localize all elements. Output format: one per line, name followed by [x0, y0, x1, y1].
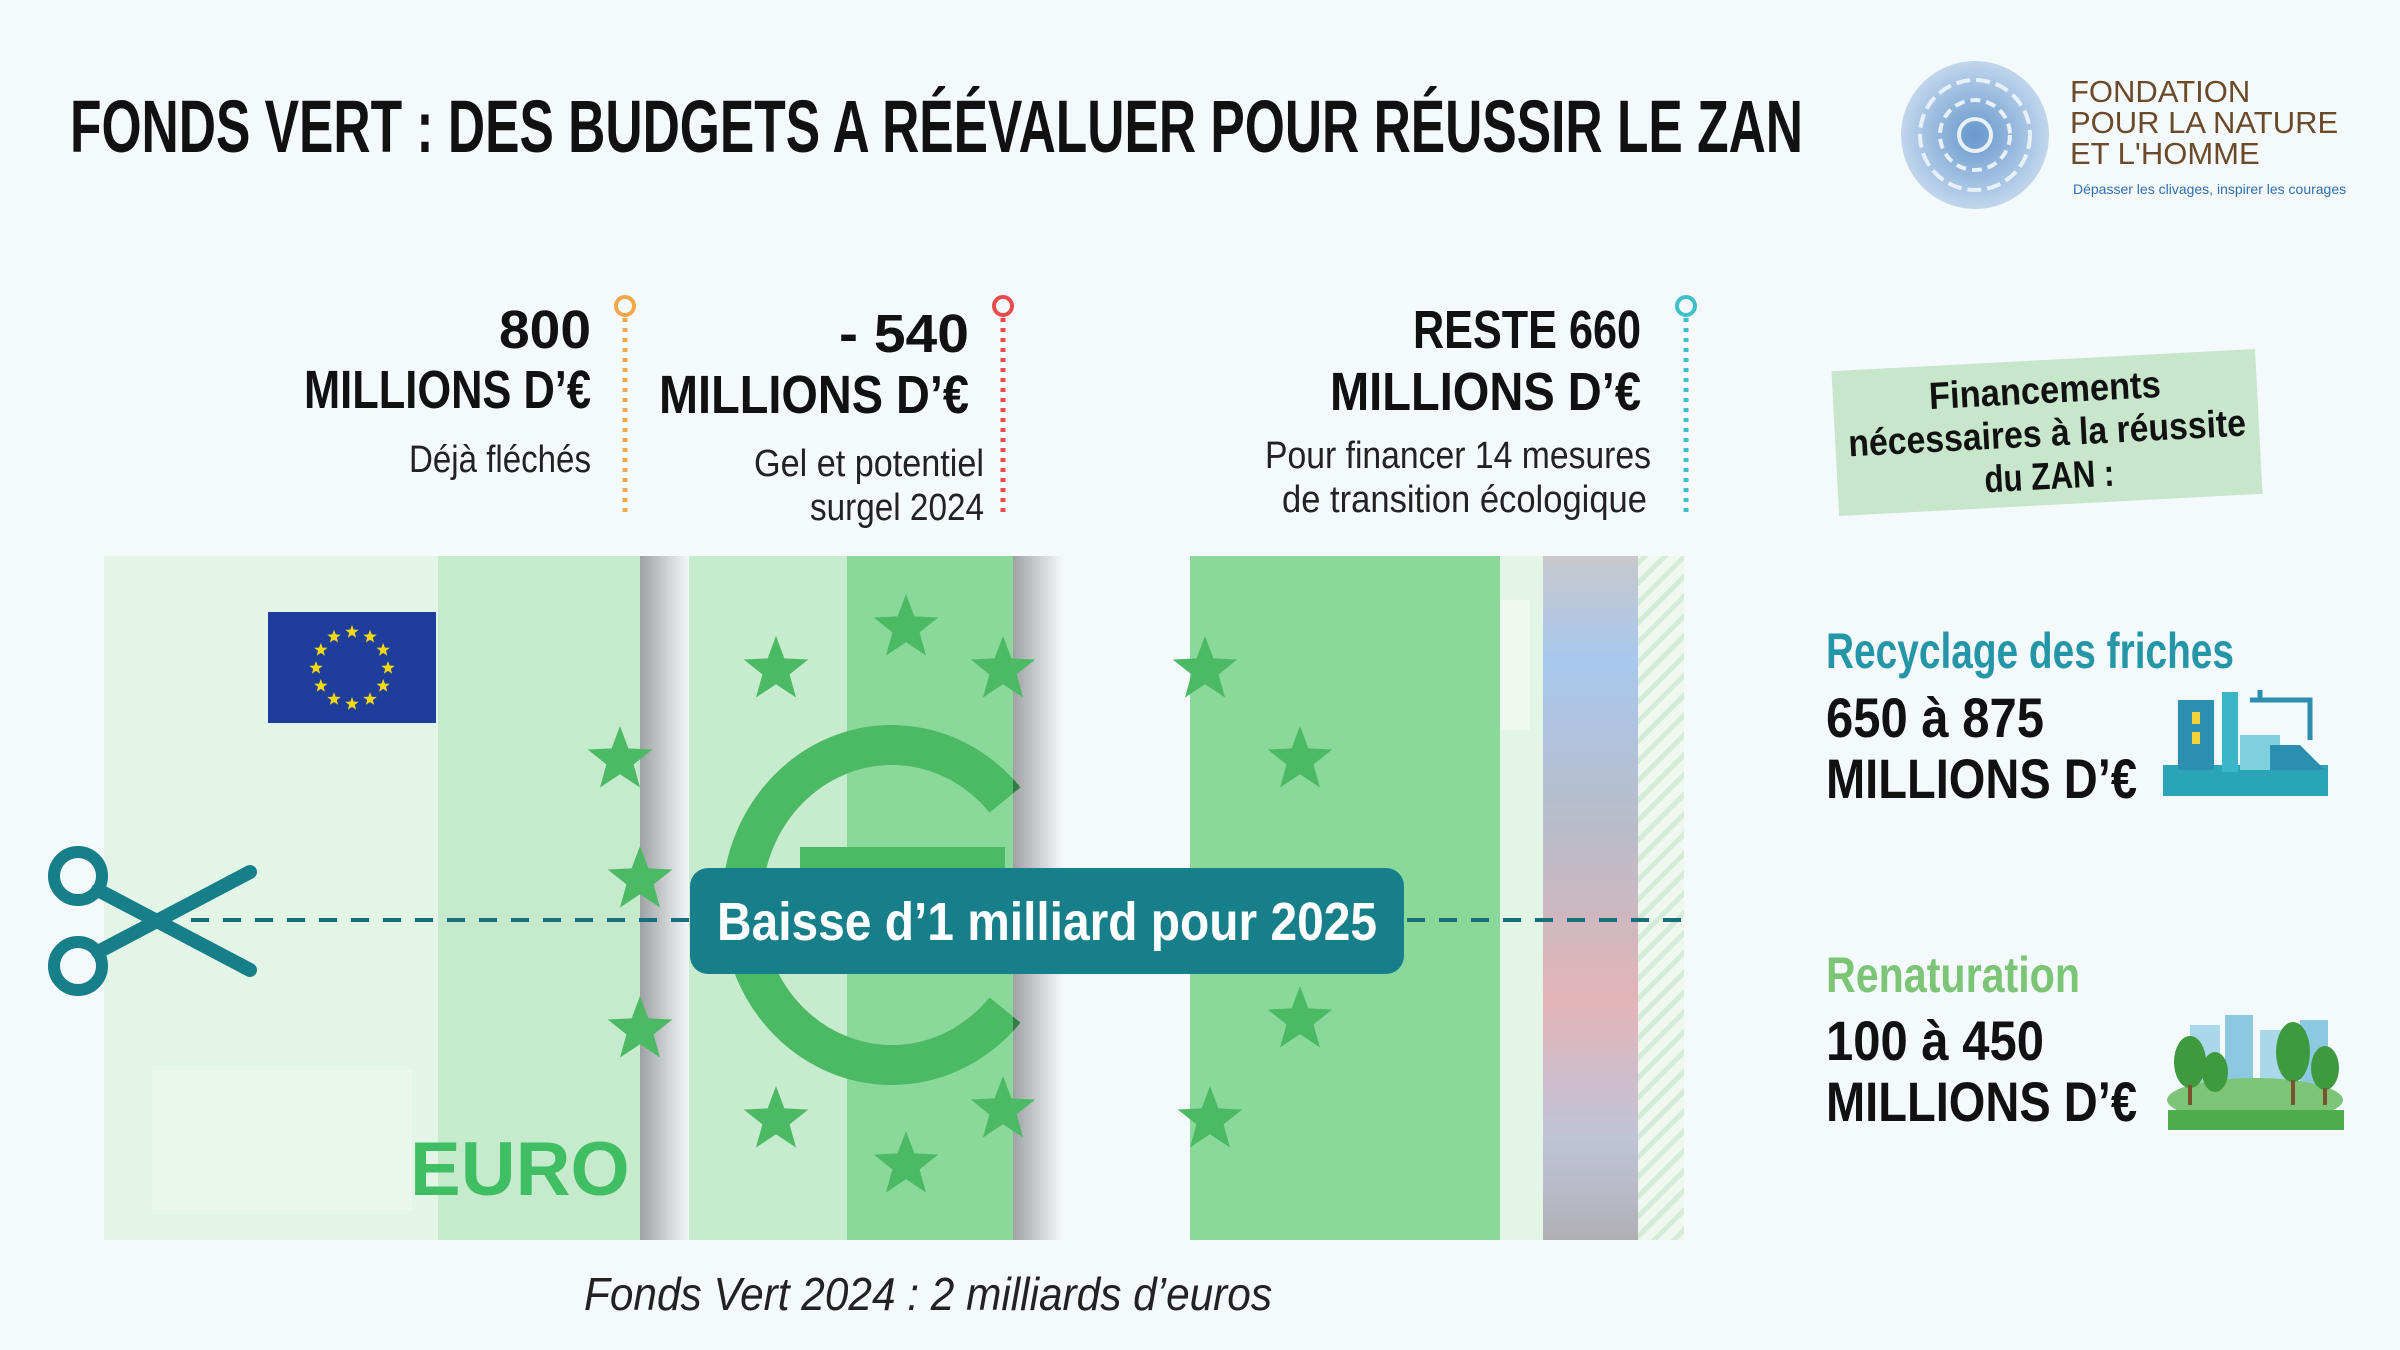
star [363, 692, 377, 705]
star [327, 629, 341, 643]
item-amount: 650 à 875 [1826, 686, 2044, 749]
star [345, 697, 359, 710]
sidebar: Financements nécessaires à la réussite d… [1826, 349, 2344, 1133]
nature-icon [2167, 1015, 2344, 1130]
segment-labels: 800 MILLIONS D’€ Déjà fléchés - 540 MILL… [304, 295, 1697, 529]
scissors [48, 846, 257, 996]
item-amount: 100 à 450 [1826, 1009, 2044, 1072]
star [376, 643, 390, 656]
segment-note: surgel 2024 [810, 487, 984, 529]
cut-label: Baisse d’1 milliard pour 2025 [717, 892, 1377, 952]
segment-unit: MILLIONS D’€ [1330, 362, 1641, 422]
star [376, 679, 390, 692]
star [345, 625, 359, 638]
star [381, 661, 395, 674]
marker-dot [992, 295, 1014, 317]
segment-amount: RESTE 660 [1413, 300, 1641, 360]
marker-dot [614, 295, 636, 317]
cut-label-box [690, 868, 1404, 974]
star [1177, 1086, 1243, 1148]
item-name: Recyclage des friches [1826, 623, 2234, 679]
segment-amount: 800 [499, 300, 591, 360]
star [873, 1131, 939, 1193]
logo-text: ET L'HOMME [2070, 136, 2260, 171]
segment-amount: - 540 [839, 304, 969, 364]
logo-mark [1901, 61, 2049, 209]
title: FONDS VERT : DES BUDGETS A RÉÉVALUER POU… [70, 85, 1803, 168]
logo-text: POUR LA NATURE [2070, 105, 2338, 140]
tag-box [1831, 349, 2263, 516]
tag-text: du ZAN : [1983, 453, 2115, 502]
marker-dot [1675, 295, 1697, 317]
star [743, 636, 809, 698]
item-name: Renaturation [1826, 947, 2080, 1003]
logo-text: FONDATION [2070, 74, 2250, 109]
segment-note: de transition écologique [1282, 479, 1647, 521]
star [327, 692, 341, 705]
logo: FONDATION POUR LA NATURE ET L'HOMME Dépa… [1901, 61, 2346, 209]
star [1267, 726, 1333, 788]
segment-unit: MILLIONS D’€ [659, 365, 969, 425]
star [314, 643, 328, 656]
bill-text: EURO [410, 1127, 630, 1212]
star [873, 594, 939, 656]
star [970, 636, 1036, 698]
factory-icon [2163, 690, 2328, 796]
caption: Fonds Vert 2024 : 2 milliards d’euros [584, 1268, 1272, 1320]
star [1172, 636, 1238, 698]
star [743, 1086, 809, 1148]
star [314, 679, 328, 692]
star [970, 1076, 1036, 1138]
logo-tagline: Dépasser les clivages, inspirer les cour… [2073, 181, 2346, 197]
star [587, 726, 653, 788]
star [363, 629, 377, 643]
segment-note: Déjà fléchés [409, 439, 591, 481]
star [607, 846, 673, 908]
item-unit: MILLIONS D’€ [1826, 747, 2137, 810]
item-unit: MILLIONS D’€ [1826, 1070, 2137, 1133]
star [309, 661, 323, 674]
star [1267, 986, 1333, 1048]
star [607, 996, 673, 1058]
segment-unit: MILLIONS D’€ [304, 360, 591, 420]
segment-note: Pour financer 14 mesures [1265, 435, 1651, 477]
segment-note: Gel et potentiel [754, 443, 984, 485]
